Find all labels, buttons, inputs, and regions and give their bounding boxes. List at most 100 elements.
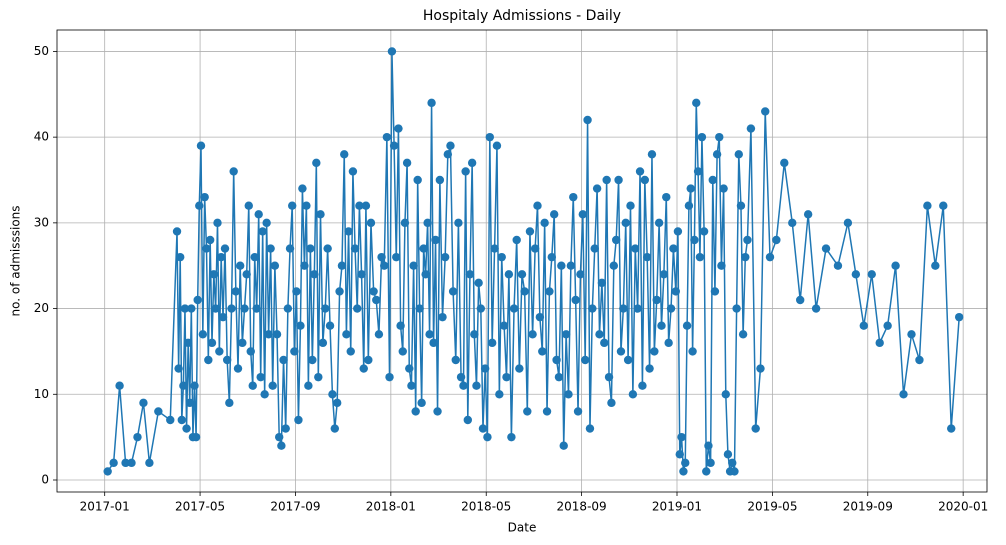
data-point: [411, 407, 420, 416]
data-point: [614, 175, 623, 185]
data-point: [576, 270, 585, 279]
x-tick-label: 2019-05: [747, 500, 797, 514]
data-point: [732, 304, 741, 313]
data-point: [600, 338, 609, 348]
data-point: [296, 321, 305, 330]
data-point: [174, 364, 183, 373]
data-point: [533, 201, 542, 210]
data-point: [538, 347, 547, 356]
data-point: [788, 218, 797, 228]
data-point: [235, 261, 245, 270]
data-point: [671, 287, 681, 296]
data-point: [314, 372, 323, 382]
data-point: [139, 398, 148, 408]
data-point: [859, 321, 868, 330]
data-point: [715, 132, 724, 142]
x-tick-label: 2017-05: [175, 500, 225, 514]
data-point: [695, 252, 705, 262]
data-point: [520, 287, 529, 296]
data-point: [377, 252, 386, 262]
data-point: [480, 364, 490, 373]
data-point: [461, 167, 470, 176]
data-point: [438, 312, 447, 322]
data-point: [954, 312, 964, 322]
data-point: [463, 415, 473, 425]
data-point: [497, 252, 506, 262]
data-point: [559, 441, 568, 450]
data-point: [342, 330, 351, 339]
data-point: [487, 338, 497, 348]
data-point: [623, 355, 633, 365]
x-axis-label: Date: [508, 521, 537, 535]
data-point: [939, 201, 948, 210]
data-point: [607, 398, 616, 408]
data-point: [899, 390, 908, 399]
data-point: [640, 175, 650, 185]
data-point: [512, 235, 521, 245]
data-point: [429, 338, 438, 348]
data-point: [103, 467, 112, 476]
data-point: [734, 150, 743, 159]
data-point: [215, 347, 224, 356]
x-tick-label: 2018-05: [461, 500, 511, 514]
data-point: [621, 218, 630, 228]
data-point: [409, 261, 418, 270]
data-point: [495, 390, 504, 399]
data-point: [702, 467, 711, 476]
data-point: [127, 458, 136, 468]
data-point: [907, 330, 916, 339]
data-point: [602, 175, 611, 185]
data-point: [279, 355, 288, 365]
data-point: [573, 407, 583, 416]
data-point: [431, 235, 440, 245]
data-point: [435, 175, 445, 185]
data-point: [679, 467, 688, 476]
data-point: [664, 338, 673, 348]
data-point: [628, 390, 638, 399]
data-point: [875, 338, 884, 348]
data-point: [387, 47, 397, 56]
data-point: [250, 252, 259, 262]
data-point: [509, 304, 519, 313]
data-point: [706, 458, 715, 468]
data-point: [507, 432, 516, 442]
data-point: [642, 252, 652, 262]
data-point: [677, 432, 686, 442]
data-point: [433, 407, 442, 416]
data-point: [204, 355, 213, 365]
data-point: [650, 347, 659, 356]
x-tick-label: 2018-09: [557, 500, 607, 514]
data-point: [316, 210, 325, 219]
data-point: [738, 330, 748, 339]
data-point: [302, 201, 311, 210]
chart-title: Hospitaly Admissions - Daily: [423, 8, 621, 24]
data-point: [535, 312, 545, 322]
data-point: [931, 261, 940, 270]
data-point: [699, 227, 709, 236]
data-point: [721, 390, 730, 399]
data-point: [423, 218, 432, 228]
data-point: [446, 141, 455, 150]
data-point: [310, 270, 319, 279]
data-point: [470, 330, 479, 339]
data-point: [179, 381, 188, 390]
data-point: [218, 312, 228, 322]
data-point: [719, 184, 728, 193]
data-point: [592, 184, 602, 193]
data-point: [413, 175, 422, 185]
data-point: [502, 372, 511, 382]
data-point: [405, 364, 414, 373]
data-point: [741, 252, 750, 262]
data-point: [666, 304, 676, 313]
x-tick-label: 2017-09: [270, 500, 320, 514]
data-point: [690, 235, 699, 245]
data-point: [811, 304, 821, 313]
data-point: [467, 158, 477, 168]
data-point: [300, 261, 309, 270]
data-point: [693, 167, 703, 176]
data-point: [355, 201, 364, 210]
data-point: [891, 261, 900, 270]
x-tick-label: 2019-09: [843, 500, 893, 514]
data-point: [225, 398, 234, 408]
data-point: [290, 347, 299, 356]
